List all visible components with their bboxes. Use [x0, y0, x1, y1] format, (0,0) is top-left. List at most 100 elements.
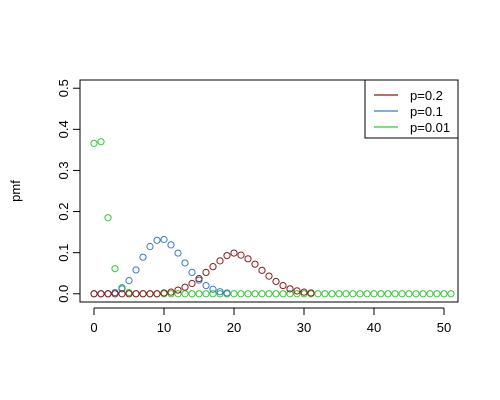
data-point: [104, 290, 112, 298]
data-point: [209, 285, 217, 293]
data-point: [307, 289, 315, 297]
data-point: [244, 290, 252, 298]
data-point: [426, 290, 434, 298]
data-point: [111, 290, 119, 298]
data-point: [216, 288, 224, 296]
data-point: [188, 268, 196, 276]
data-point: [174, 286, 182, 294]
data-point: [90, 139, 98, 147]
data-point: [321, 290, 329, 298]
y-tick-label: 0.5: [56, 79, 71, 97]
data-point: [160, 289, 168, 297]
data-points: [90, 138, 455, 298]
data-point: [209, 290, 217, 298]
legend-label: p=0.2: [410, 88, 443, 103]
data-point: [188, 290, 196, 298]
data-point: [223, 251, 231, 260]
x-tick-label: 0: [90, 320, 97, 335]
data-point: [146, 290, 154, 298]
data-point: [391, 290, 399, 298]
data-point: [181, 283, 189, 291]
data-point: [153, 290, 161, 298]
data-point: [223, 289, 231, 297]
data-point: [258, 266, 266, 274]
data-point: [440, 290, 448, 298]
data-point: [342, 290, 350, 298]
data-point: [118, 290, 126, 298]
y-axis-label: pmf: [8, 180, 23, 202]
legend-label: p=0.1: [410, 104, 443, 119]
data-point: [174, 249, 182, 257]
data-point: [90, 290, 98, 298]
data-point: [356, 290, 364, 298]
legend-box: [364, 79, 459, 139]
y-axis: 0.0 0.1 0.2 0.3 0.4 0.5: [56, 79, 81, 303]
data-point: [363, 290, 371, 298]
data-point: [335, 290, 343, 298]
data-point: [209, 263, 217, 271]
data-point: [370, 290, 378, 298]
y-tick-label: 0.3: [56, 161, 71, 179]
data-point: [272, 277, 280, 286]
data-point: [384, 290, 392, 298]
data-point: [181, 259, 189, 267]
x-axis: 0 10 20 30 40 50: [90, 307, 451, 335]
data-point: [188, 279, 196, 288]
data-point: [265, 290, 273, 298]
data-point: [377, 290, 385, 298]
data-point: [230, 249, 238, 257]
data-point: [216, 257, 224, 265]
data-point: [279, 290, 287, 298]
data-point: [174, 290, 182, 298]
data-point: [286, 285, 294, 293]
data-point: [286, 290, 294, 298]
data-point: [265, 272, 273, 280]
x-tick-label: 20: [227, 320, 241, 335]
data-point: [132, 290, 140, 298]
data-point: [328, 290, 336, 298]
data-point: [195, 290, 203, 298]
data-point: [230, 290, 238, 298]
data-point: [125, 277, 133, 285]
data-point: [447, 290, 455, 298]
data-point: [314, 290, 322, 298]
data-point: [146, 242, 154, 251]
data-point: [202, 281, 210, 290]
data-point: [258, 290, 266, 298]
data-point: [272, 290, 280, 298]
data-point: [153, 236, 161, 244]
data-point: [251, 290, 259, 298]
data-point: [293, 290, 301, 298]
data-point: [237, 251, 245, 259]
data-point: [398, 290, 406, 298]
data-point: [216, 290, 224, 298]
data-point: [104, 214, 112, 222]
data-point: [237, 290, 245, 298]
data-point: [251, 260, 259, 268]
data-point: [97, 138, 105, 146]
data-point: [349, 290, 357, 298]
data-point: [118, 285, 126, 293]
data-point: [167, 241, 175, 249]
legend: p=0.2p=0.1p=0.01: [364, 79, 459, 139]
data-point: [195, 274, 203, 283]
data-point: [125, 290, 133, 298]
data-point: [139, 290, 147, 298]
x-tick-label: 30: [297, 320, 311, 335]
data-point: [181, 290, 189, 298]
data-point: [111, 265, 119, 273]
data-point: [139, 253, 147, 261]
y-tick-label: 0.4: [56, 120, 71, 138]
data-point: [160, 235, 168, 244]
data-point: [279, 281, 287, 290]
x-tick-label: 50: [437, 320, 451, 335]
legend-label: p=0.01: [410, 120, 450, 135]
y-tick-label: 0.1: [56, 244, 71, 262]
data-point: [412, 290, 420, 298]
data-point: [167, 288, 175, 296]
x-tick-label: 40: [367, 320, 381, 335]
y-tick-label: 0.0: [56, 285, 71, 303]
data-point: [202, 290, 210, 298]
x-tick-label: 10: [157, 320, 171, 335]
